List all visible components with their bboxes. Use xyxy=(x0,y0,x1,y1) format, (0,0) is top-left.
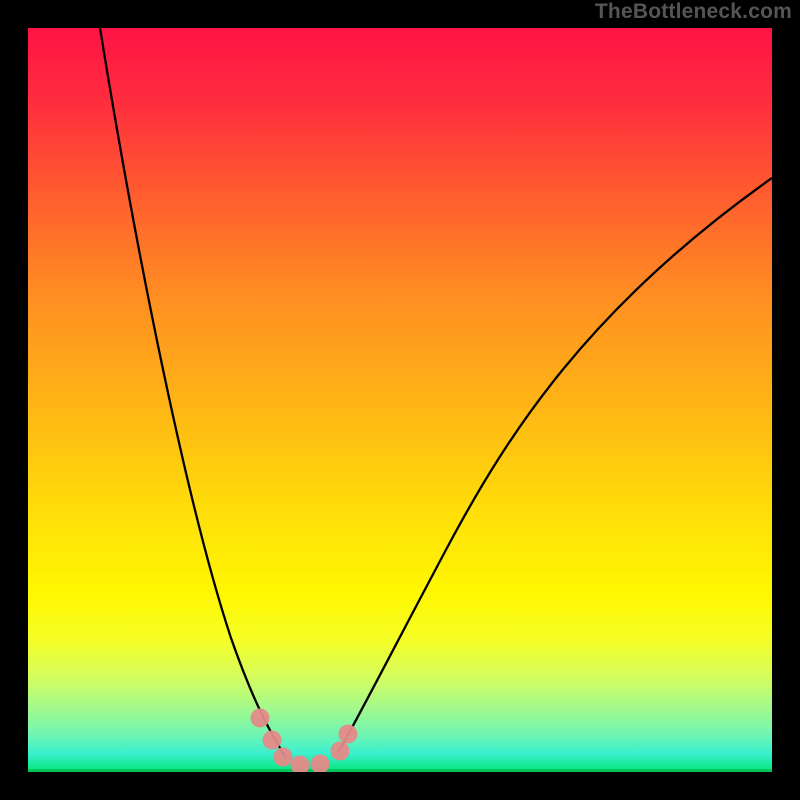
trough-marker xyxy=(291,756,310,773)
curve-right xyxy=(338,178,772,753)
plot-area xyxy=(28,28,772,772)
trough-marker xyxy=(251,709,270,728)
trough-marker xyxy=(263,731,282,750)
trough-marker xyxy=(274,748,293,767)
trough-markers xyxy=(251,709,358,773)
trough-marker xyxy=(331,742,350,761)
curve-layer xyxy=(28,28,772,772)
curve-left xyxy=(100,28,286,758)
trough-marker xyxy=(311,755,330,773)
watermark-label: TheBottleneck.com xyxy=(595,0,792,24)
trough-marker xyxy=(339,725,358,744)
chart-container: TheBottleneck.com xyxy=(0,0,800,800)
